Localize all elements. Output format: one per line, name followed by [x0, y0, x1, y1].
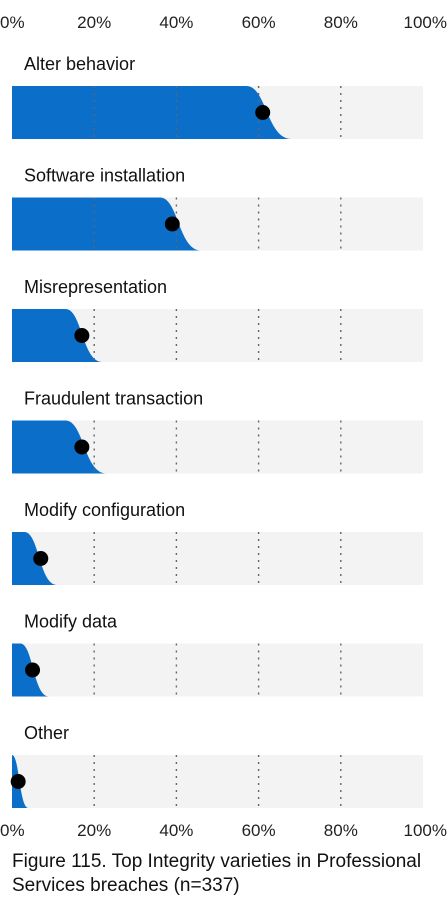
- row-track: [12, 755, 423, 808]
- bottom-tick-label: 80%: [324, 821, 358, 840]
- top-axis-ticks: 0% 20% 40% 60% 80% 100%: [0, 13, 447, 32]
- point-estimate: [33, 551, 49, 566]
- bar: [12, 86, 292, 139]
- top-tick-label: 20%: [77, 13, 111, 32]
- chart-row: Alter behavior: [12, 54, 423, 139]
- chart-row: Other: [10, 723, 423, 808]
- point-estimate: [74, 328, 90, 343]
- chart-row: Software installation: [12, 166, 423, 251]
- chart-row: Modify data: [12, 612, 423, 697]
- category-label: Modify data: [24, 612, 118, 632]
- category-label: Misrepresentation: [24, 277, 167, 297]
- row-track: [12, 643, 423, 697]
- top-tick-label: 40%: [159, 13, 193, 32]
- category-label: Software installation: [24, 166, 185, 186]
- bar: [12, 197, 202, 251]
- chart-row: Modify configuration: [12, 500, 423, 585]
- point-estimate: [25, 662, 41, 678]
- figure-caption: Figure 115. Top Integrity varieties in P…: [12, 851, 422, 896]
- top-tick-label: 100%: [404, 13, 447, 32]
- bottom-axis-ticks: 0% 20% 40% 60% 80% 100%: [0, 821, 447, 840]
- bar: [12, 309, 103, 362]
- bottom-tick-label: 40%: [159, 821, 193, 840]
- category-label: Other: [24, 723, 69, 743]
- top-tick-label: 0%: [0, 13, 25, 32]
- chart-rows: Alter behavior Software installation Misre…: [10, 54, 423, 808]
- row-track: [12, 532, 423, 585]
- point-estimate: [255, 105, 271, 120]
- point-estimate: [164, 216, 180, 232]
- top-tick-label: 60%: [242, 13, 276, 32]
- bar: [12, 755, 29, 808]
- top-tick-label: 80%: [324, 13, 358, 32]
- category-label: Modify configuration: [24, 500, 185, 520]
- bottom-tick-label: 60%: [242, 821, 276, 840]
- category-label: Alter behavior: [24, 54, 135, 74]
- bottom-tick-label: 100%: [404, 821, 447, 840]
- category-label: Fraudulent transaction: [24, 389, 203, 409]
- point-estimate: [10, 774, 26, 789]
- bottom-tick-label: 0%: [0, 821, 25, 840]
- bottom-tick-label: 20%: [77, 821, 111, 840]
- chart-row: Fraudulent transaction: [12, 389, 423, 474]
- point-estimate: [74, 439, 90, 455]
- bar: [12, 420, 107, 474]
- chart-row: Misrepresentation: [12, 277, 423, 362]
